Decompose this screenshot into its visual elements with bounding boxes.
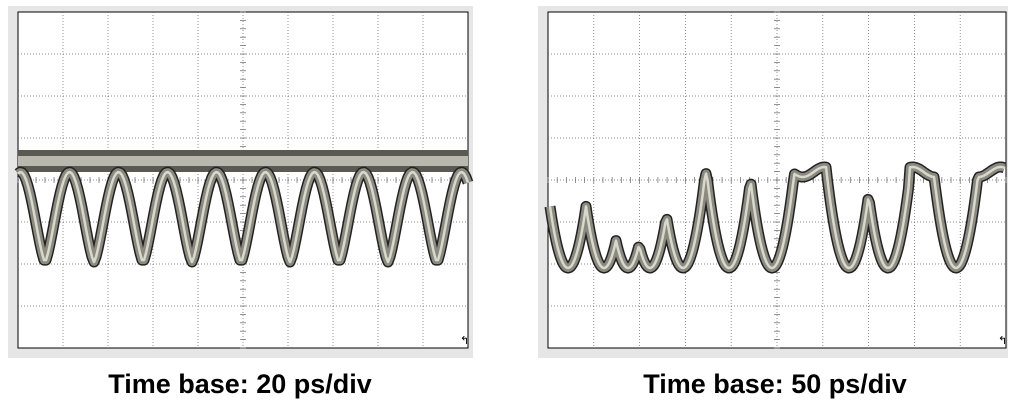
page: Time base: 20 ps/div Time base: 50 ps/di… [0,0,1011,405]
caption: Time base: 50 ps/div [643,369,907,399]
trace-band [18,156,468,166]
caption: Time base: 20 ps/div [108,369,372,399]
marker: ↰ [998,335,1007,347]
marker: ↰ [460,335,469,347]
